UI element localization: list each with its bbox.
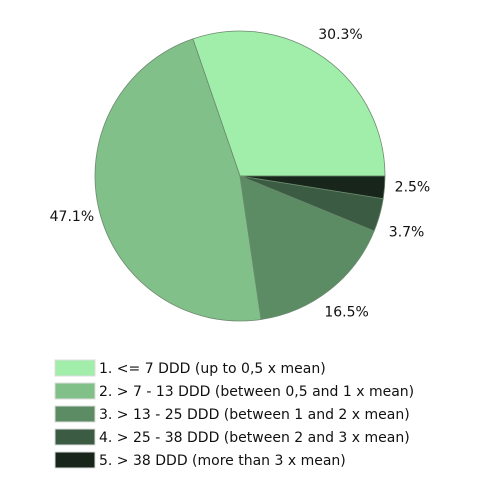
legend-swatch: [54, 428, 96, 446]
legend-label: 1. <= 7 DDD (up to 0,5 x mean): [99, 361, 326, 377]
data-label: 47.1%: [50, 209, 94, 225]
data-label: 2.5%: [395, 180, 431, 196]
legend-swatch: [54, 451, 96, 469]
data-label: 3.7%: [389, 225, 425, 241]
legend-swatch: [54, 382, 96, 400]
pie-slice: [94, 38, 262, 322]
data-label: 30.3%: [318, 27, 362, 43]
legend-label: 2. > 7 - 13 DDD (between 0,5 and 1 x mea…: [99, 384, 414, 400]
pie-slice: [239, 175, 375, 320]
legend-swatch: [54, 359, 96, 377]
data-label: 16.5%: [324, 304, 368, 320]
pie-slice: [192, 30, 386, 177]
legend-swatch: [54, 405, 96, 423]
legend-label: 3. > 13 - 25 DDD (between 1 and 2 x mean…: [99, 407, 410, 423]
pie-slice: [239, 175, 386, 200]
legend-label: 4. > 25 - 38 DDD (between 2 and 3 x mean…: [99, 430, 410, 446]
legend-label: 5. > 38 DDD (more than 3 x mean): [99, 453, 346, 469]
